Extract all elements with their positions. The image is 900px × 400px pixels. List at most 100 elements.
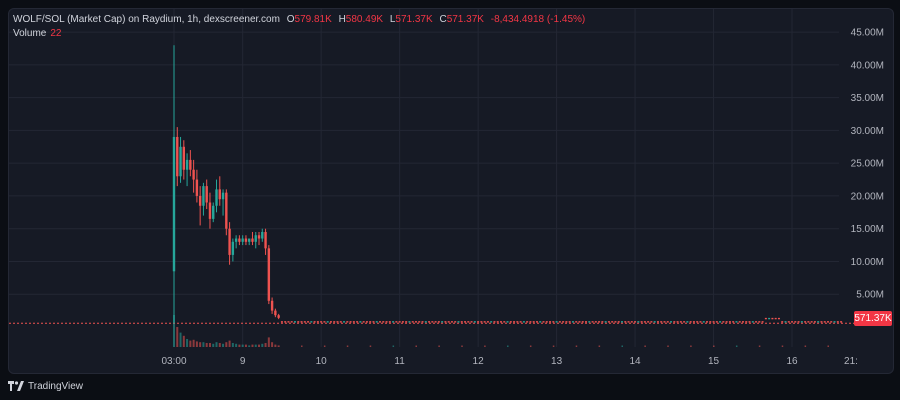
candle-body (280, 321, 283, 323)
chart-pane[interactable]: 5.00M 10.00M 15.00M 20.00M 25.00M 30.00M 35.00… (8, 8, 894, 374)
volume-bar (173, 315, 175, 347)
candle-body (290, 321, 293, 323)
candle-body (670, 321, 673, 323)
candle-body (771, 317, 774, 320)
candle-body (352, 321, 355, 323)
candle-body (784, 321, 787, 323)
tradingview-logo-icon[interactable] (8, 381, 24, 391)
candle-body (408, 321, 411, 323)
y-axis[interactable]: 5.00M 10.00M 15.00M 20.00M 25.00M 30.00M 35.00… (851, 28, 884, 301)
candle-body (532, 321, 535, 323)
volume-bar (264, 343, 267, 347)
candle-body (728, 321, 731, 323)
close-value: 571.37K (446, 14, 484, 25)
volume-bar (215, 342, 218, 347)
candle-body (509, 321, 512, 323)
candle-body (261, 231, 264, 239)
candle-body (696, 321, 699, 323)
x-tick-label: 9 (240, 356, 246, 367)
volume-bar (218, 343, 221, 347)
volume-bar (575, 345, 578, 347)
candle-body (549, 321, 552, 323)
volume-bar (199, 342, 202, 347)
candle-body (660, 321, 663, 323)
candle-body (172, 136, 176, 272)
x-tick-label: 21: (844, 356, 858, 367)
candle-body (251, 238, 254, 242)
candle-body (571, 321, 574, 323)
candle-body (692, 321, 695, 323)
candle-body (653, 321, 656, 323)
candle-body (506, 321, 509, 323)
candle-body (777, 317, 780, 320)
chart-canvas[interactable]: 5.00M 10.00M 15.00M 20.00M 25.00M 30.00M 35.00… (9, 9, 893, 373)
candle-body (516, 321, 519, 323)
candle-body (719, 321, 722, 323)
grid-lines (9, 9, 839, 347)
candle-body (614, 321, 617, 323)
candle-body (192, 169, 195, 180)
candle-body (490, 321, 493, 323)
candle-body (477, 321, 480, 323)
volume-label[interactable]: Volume (13, 28, 47, 39)
candle-body (421, 321, 424, 323)
candle-body (647, 321, 650, 323)
candle-body (297, 321, 300, 323)
candle-body (349, 321, 352, 323)
candle-body (500, 321, 502, 323)
candle-body (392, 321, 395, 323)
candle-body (656, 321, 659, 323)
footer: TradingView (8, 378, 83, 394)
x-tick-label: 16 (786, 356, 798, 367)
open-label: O (286, 14, 295, 25)
candle-body (212, 205, 215, 219)
volume-bar (254, 344, 257, 347)
candle-body (588, 321, 591, 323)
candle-body (761, 321, 764, 323)
candle-body (365, 321, 368, 323)
candle-body (248, 238, 251, 242)
symbol-title[interactable]: WOLF/SOL (Market Cap) on Raydium, 1h, de… (13, 14, 280, 25)
chart-legend: WOLF/SOL (Market Cap) on Raydium, 1h, de… (13, 13, 585, 41)
candle-body (496, 321, 499, 323)
candle-body (689, 321, 692, 323)
candle-body (356, 321, 359, 323)
candle-body (457, 321, 460, 323)
volume-bar (235, 343, 238, 347)
candle-body (800, 321, 803, 323)
candle-body (679, 321, 682, 323)
volume-bar (179, 332, 182, 347)
candle-body (274, 310, 277, 316)
volume-bar (461, 345, 463, 347)
candle-body (382, 321, 385, 323)
tradingview-brand[interactable]: TradingView (28, 380, 84, 392)
x-tick-label: 12 (473, 356, 485, 367)
candle-body (755, 321, 758, 323)
volume-bar (392, 345, 395, 347)
candle-body (804, 321, 807, 323)
candle-body (401, 321, 404, 323)
candle-body (189, 159, 192, 170)
candle-body (552, 321, 555, 323)
candle-body (607, 321, 610, 323)
volume-bar (231, 343, 234, 347)
candle-body (617, 321, 620, 323)
candle-body (555, 321, 558, 323)
candle-body (529, 321, 532, 323)
candle-body (257, 235, 261, 239)
candle-body (683, 321, 686, 323)
candle-body (464, 321, 467, 323)
candle-body (388, 321, 391, 323)
candle-body (198, 195, 202, 206)
candle-body (238, 238, 241, 242)
volume-bar (222, 343, 225, 347)
x-axis[interactable]: 03:00 9 10 11 12 13 14 15 16 21: (161, 356, 857, 367)
volume-bar (248, 345, 251, 347)
volume-bar (225, 342, 228, 347)
candle-body (179, 146, 182, 177)
candle-body (284, 321, 287, 323)
candle-body (480, 321, 483, 323)
y-tick-label: 5.00M (856, 290, 884, 301)
candle-body (715, 321, 718, 323)
candle-body (519, 321, 522, 323)
